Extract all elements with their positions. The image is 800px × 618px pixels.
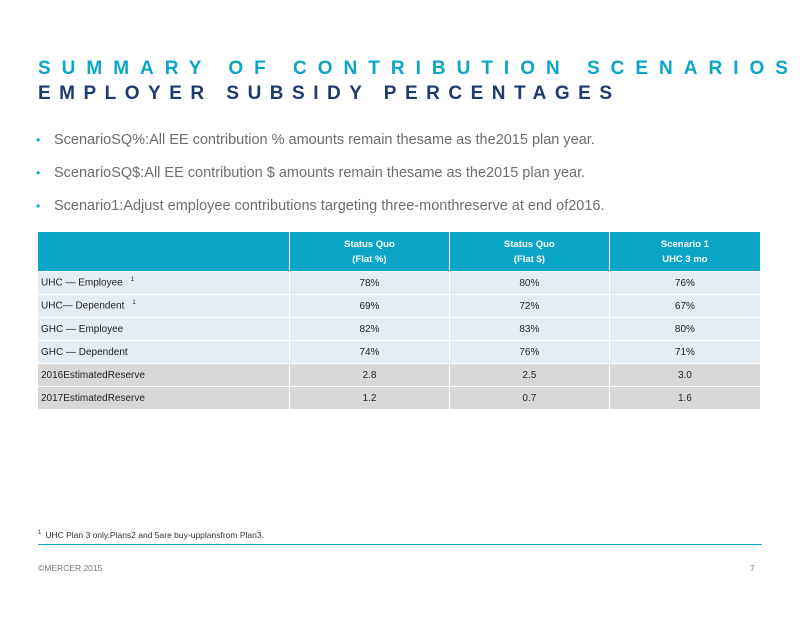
table-cell: 80% [609, 317, 760, 341]
row-label: GHC — Dependent [41, 346, 128, 358]
footer-divider [38, 544, 762, 545]
table-cell: 1.6 [609, 386, 760, 409]
table-cell: 2.5 [449, 363, 610, 387]
row-label-cell: 2017EstimatedReserve [38, 386, 290, 409]
row-label: UHC — Employee [41, 277, 123, 289]
copyright-text: ©MERCER 2015 [38, 563, 103, 573]
table-cell: 83% [449, 317, 610, 341]
header-line: Status Quo [504, 238, 555, 250]
table-cell: 82% [289, 317, 450, 341]
header-line: (Flat $) [513, 253, 545, 265]
table-cell: 74% [289, 340, 450, 364]
table-cell: 2.8 [289, 363, 450, 387]
table-row: 2016EstimatedReserve 2.8 2.5 3.0 [38, 363, 760, 387]
header-cell-scenario-1: Scenario 1 UHC 3 mo [609, 232, 760, 272]
table-cell: 76% [449, 340, 610, 364]
table-cell: 67% [609, 294, 760, 318]
header-cell-status-quo-pct: Status Quo (Flat %) [289, 232, 450, 272]
table-cell: 80% [449, 271, 610, 295]
bullet-text: ScenarioSQ%:All EE contribution % amount… [54, 132, 595, 148]
header-cell-label [38, 232, 290, 272]
table-cell: 0.7 [449, 386, 610, 409]
row-label: UHC— Dependent [41, 300, 125, 312]
subsidy-table: Status Quo (Flat %) Status Quo (Flat $) Sc… [38, 232, 760, 409]
table-header-row: Status Quo (Flat %) Status Quo (Flat $) Sc… [38, 232, 760, 272]
table-row: GHC — Dependent 74% 76% 71% [38, 340, 760, 364]
table-cell: 69% [289, 294, 450, 318]
row-footnote-marker: 1 [132, 300, 136, 307]
footnote-text: UHC Plan 3 only.Plans2 and 5are buy-uppl… [45, 530, 264, 540]
bullet-dot-icon: • [36, 166, 41, 180]
row-label-cell: UHC — Employee 1 [38, 271, 290, 295]
row-label-cell: GHC — Employee [38, 317, 290, 341]
bullet-list: • ScenarioSQ%:All EE contribution % amoun… [36, 130, 605, 229]
table-cell: 72% [449, 294, 610, 318]
bullet-item: • Scenario1:Adjust employee contributions… [36, 196, 605, 216]
page-title: SUMMARY OF CONTRIBUTION SCENARIOS [38, 58, 799, 79]
bullet-text: Scenario1:Adjust employee contributions … [54, 198, 605, 214]
table-cell: 3.0 [609, 363, 760, 387]
header-line: UHC 3 mo [662, 253, 708, 265]
header-line: Scenario 1 [660, 238, 709, 250]
table-cell: 78% [289, 271, 450, 295]
header-cell-status-quo-flat: Status Quo (Flat $) [449, 232, 610, 272]
header-line: (Flat %) [352, 253, 387, 265]
row-label-cell: UHC— Dependent 1 [38, 294, 290, 318]
bullet-item: • ScenarioSQ%:All EE contribution % amoun… [36, 130, 605, 150]
row-footnote-marker: 1 [130, 277, 135, 284]
footnote-marker: 1 [38, 530, 42, 537]
table-cell: 1.2 [289, 386, 450, 409]
bullet-item: • ScenarioSQ$:All EE contribution $ amoun… [36, 163, 605, 183]
table-cell: 76% [609, 271, 760, 295]
table-row: UHC— Dependent 1 69% 72% 67% [38, 294, 760, 318]
header-line: Status Quo [344, 238, 395, 250]
row-label: 2017EstimatedReserve [41, 392, 145, 404]
row-label-cell: GHC — Dependent [38, 340, 290, 364]
bullet-dot-icon: • [36, 133, 41, 147]
row-label: 2016EstimatedReserve [41, 369, 145, 381]
row-label-cell: 2016EstimatedReserve [38, 363, 290, 387]
page-subtitle: EMPLOYER SUBSIDY PERCENTAGES [38, 83, 621, 104]
table-cell: 71% [609, 340, 760, 364]
bullet-text: ScenarioSQ$:All EE contribution $ amount… [54, 165, 586, 181]
table-row: GHC — Employee 82% 83% 80% [38, 317, 760, 341]
page-number: 7 [750, 563, 755, 573]
bullet-dot-icon: • [36, 199, 41, 213]
footnote: 1 UHC Plan 3 only.Plans2 and 5are buy-upp… [38, 530, 264, 540]
row-label: GHC — Employee [41, 323, 124, 335]
table-row: UHC — Employee 1 78% 80% 76% [38, 271, 760, 295]
table-row: 2017EstimatedReserve 1.2 0.7 1.6 [38, 386, 760, 409]
